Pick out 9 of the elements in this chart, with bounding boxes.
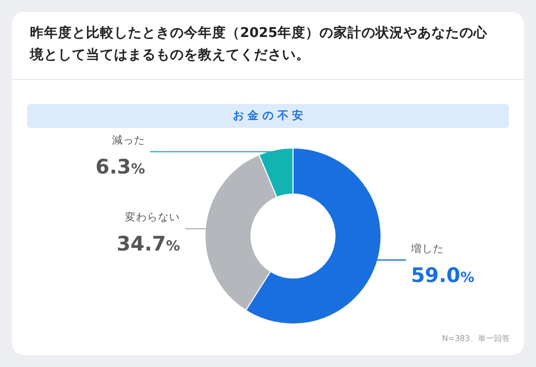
chart-subtitle: お 金 の 不 安	[27, 104, 509, 128]
slice-label: 変わらない	[125, 210, 180, 224]
chart-title: 昨年度と比較したときの今年度（2025年度）の家計の状況やあなたの心境として当てはまるものを教えてください。	[30, 24, 489, 65]
text: N=383、単一回答	[442, 333, 510, 344]
data-label: 34.7%	[116, 232, 180, 256]
slice-label: 減った	[112, 134, 145, 147]
data-label: 6.3%	[96, 154, 145, 179]
data-label: 59.0%	[411, 262, 474, 287]
slice-label: 増した	[410, 242, 444, 255]
